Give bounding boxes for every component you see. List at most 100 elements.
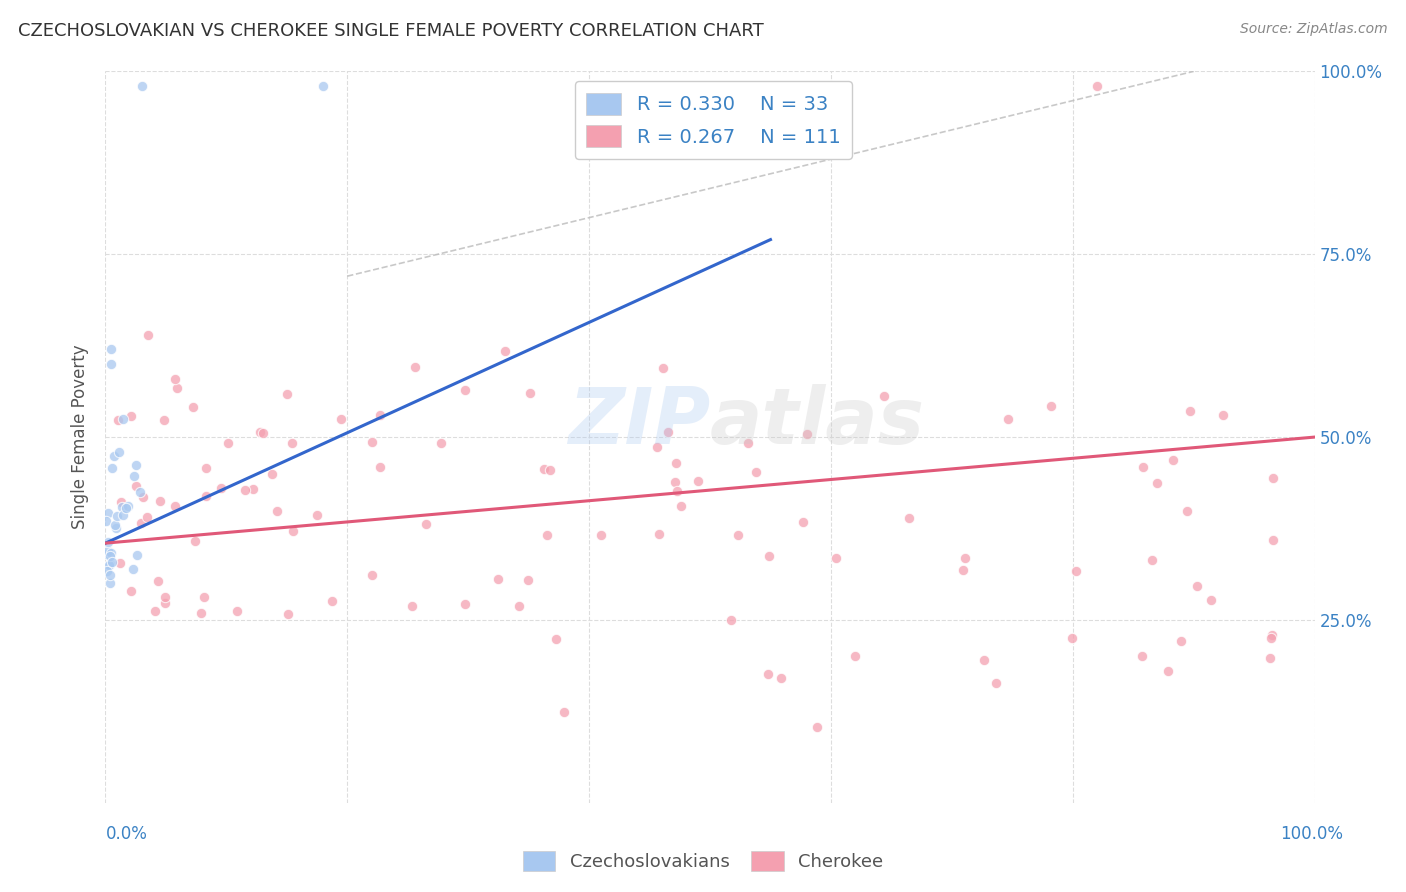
Point (94, 514, 117, 528)
Point (108, 556, 131, 570)
Point (120, 409, 142, 424)
Point (494, 344, 516, 359)
Point (111, 500, 134, 515)
Point (307, 508, 329, 522)
Point (103, 449, 125, 463)
Point (135, 510, 157, 524)
Point (312, 78, 335, 93)
Point (1212, 408, 1234, 422)
Point (181, 400, 204, 414)
Point (665, 456, 688, 470)
Point (1146, 475, 1168, 490)
Point (368, 408, 391, 422)
Point (252, 425, 274, 440)
Point (165, 372, 187, 386)
Point (973, 653, 995, 667)
Point (105, 509, 128, 524)
Point (897, 511, 920, 525)
Point (519, 386, 541, 401)
Point (1060, 631, 1083, 645)
Point (727, 528, 749, 542)
Point (953, 551, 976, 566)
Point (193, 590, 215, 604)
Point (1170, 634, 1192, 648)
Point (120, 584, 142, 599)
Point (138, 327, 160, 342)
Point (190, 606, 212, 620)
Text: Source: ZipAtlas.com: Source: ZipAtlas.com (1240, 22, 1388, 37)
Point (149, 494, 172, 508)
Point (101, 461, 124, 475)
Point (117, 500, 139, 514)
Point (226, 604, 249, 618)
Point (671, 499, 693, 513)
Point (553, 705, 575, 719)
Point (1260, 650, 1282, 665)
Point (321, 594, 343, 608)
Point (100, 357, 122, 371)
Point (1157, 664, 1180, 678)
Point (796, 427, 818, 442)
Point (1185, 578, 1208, 592)
Point (146, 574, 169, 588)
Point (665, 483, 688, 498)
Point (217, 436, 239, 450)
Point (125, 478, 148, 492)
Point (404, 359, 426, 374)
Point (1064, 564, 1087, 578)
Point (1085, 78, 1108, 93)
Point (132, 490, 155, 504)
Point (844, 649, 866, 664)
Point (97, 558, 120, 573)
Point (533, 462, 555, 476)
Point (97, 544, 120, 558)
Point (183, 534, 205, 549)
Point (486, 572, 509, 586)
Point (538, 463, 561, 477)
Point (153, 412, 176, 426)
Point (131, 78, 153, 93)
Point (233, 483, 256, 497)
Point (105, 521, 128, 535)
Point (516, 574, 538, 588)
Point (986, 676, 1008, 690)
Point (153, 596, 176, 610)
Point (281, 436, 304, 450)
Point (1261, 628, 1284, 642)
Point (122, 561, 145, 575)
Point (546, 632, 568, 647)
Point (737, 435, 759, 450)
Point (1132, 459, 1154, 474)
Point (194, 489, 217, 503)
Point (101, 555, 124, 569)
Point (107, 444, 129, 458)
Point (429, 436, 451, 450)
Point (361, 435, 384, 450)
Point (454, 597, 477, 611)
Point (360, 568, 382, 582)
Point (536, 528, 558, 542)
Point (758, 549, 780, 563)
Text: ZIP: ZIP (568, 384, 710, 460)
Text: CZECHOSLOVAKIAN VS CHEROKEE SINGLE FEMALE POVERTY CORRELATION CHART: CZECHOSLOVAKIAN VS CHEROKEE SINGLE FEMAL… (18, 22, 763, 40)
Point (97, 507, 120, 521)
Point (276, 607, 298, 621)
Point (745, 465, 768, 479)
Legend: Czechoslovakians, Cherokee: Czechoslovakians, Cherokee (516, 844, 890, 879)
Point (686, 474, 709, 488)
Point (262, 467, 284, 481)
Point (508, 599, 530, 614)
Point (98, 549, 121, 563)
Point (1039, 399, 1062, 413)
Point (209, 481, 232, 495)
Point (276, 387, 298, 401)
Point (329, 411, 352, 425)
Point (806, 720, 828, 734)
Point (111, 508, 134, 522)
Legend: R = 0.330    N = 33, R = 0.267    N = 111: R = 0.330 N = 33, R = 0.267 N = 111 (575, 81, 852, 159)
Point (194, 460, 217, 475)
Point (1261, 471, 1284, 485)
Point (1261, 533, 1284, 547)
Point (94, 547, 117, 561)
Point (756, 667, 779, 681)
